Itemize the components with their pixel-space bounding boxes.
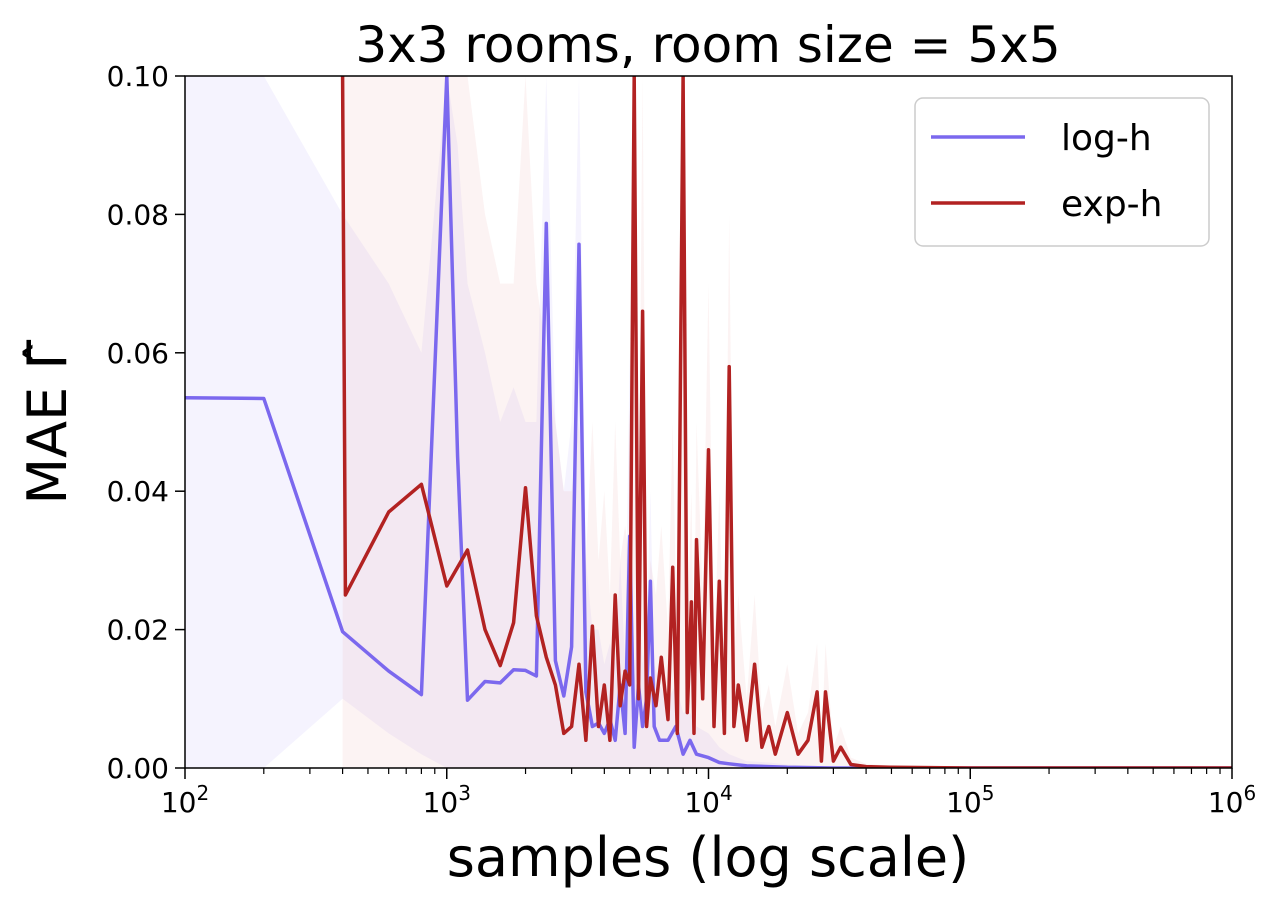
- legend: log-h exp-h: [914, 97, 1210, 247]
- x-axis-label: samples (log scale): [447, 826, 969, 889]
- x-tick-label: 105: [946, 781, 994, 819]
- x-tick-label: 104: [684, 781, 732, 819]
- y-tick-label: 0.08: [107, 198, 169, 231]
- x-tick-label: 102: [161, 781, 209, 819]
- band-log-h: [185, 76, 1232, 768]
- y-tick-label: 0.10: [107, 60, 169, 93]
- y-tick-label: 0.04: [107, 475, 169, 508]
- y-tick-label: 0.02: [107, 614, 169, 647]
- legend-label-exp-h: exp-h: [1061, 184, 1162, 225]
- y-tick-label: 0.06: [107, 337, 169, 370]
- y-axis-label: MAE Γ̂: [16, 340, 79, 505]
- y-tick-label: 0.00: [107, 752, 169, 785]
- x-tick-label: 103: [423, 781, 471, 819]
- legend-label-log-h: log-h: [1061, 118, 1152, 159]
- series-line-exp-h: [340, 76, 1232, 768]
- y-axis-ticks: 0.00 0.02 0.04 0.06 0.08 0.10: [107, 60, 185, 785]
- band-exp-h: [342, 76, 1232, 768]
- series-lines: [185, 76, 1232, 768]
- confidence-bands: [185, 76, 1232, 768]
- x-tick-label: 106: [1208, 781, 1256, 819]
- x-axis-ticks: 102 103 104 105 106: [161, 768, 1256, 819]
- chart-title: 3x3 rooms, room size = 5x5: [355, 16, 1060, 74]
- legend-box: [914, 97, 1210, 247]
